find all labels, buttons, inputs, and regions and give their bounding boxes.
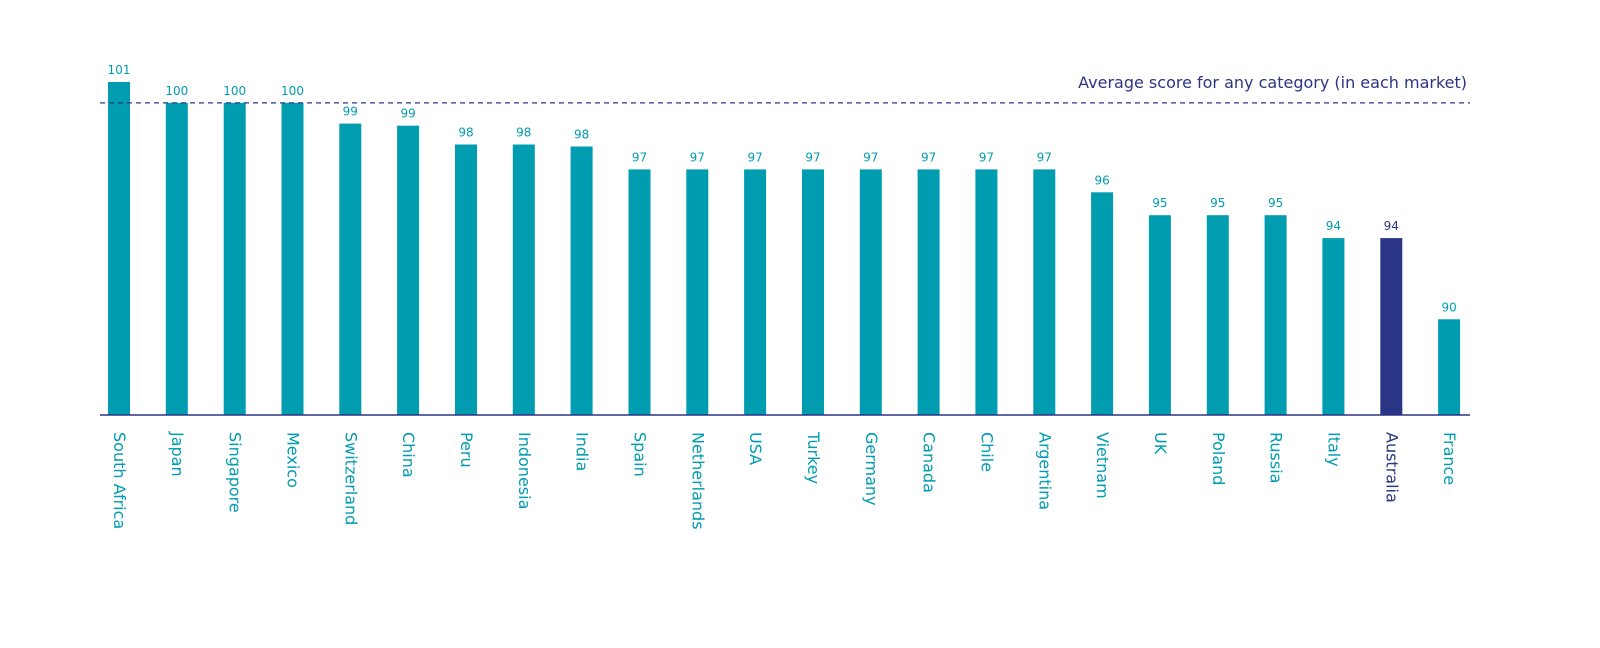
value-label-argentina: 97 <box>1037 150 1052 164</box>
value-label-russia: 95 <box>1268 196 1283 210</box>
bar-vietnam <box>1091 192 1114 415</box>
value-label-vietnam: 96 <box>1094 173 1109 187</box>
category-label-china: China <box>399 432 418 478</box>
bar-netherlands <box>686 169 709 415</box>
bar-china <box>397 125 420 415</box>
value-label-singapore: 100 <box>223 84 246 98</box>
bar-mexico <box>281 102 304 416</box>
category-label-italy: Italy <box>1324 432 1343 467</box>
category-label-singapore: Singapore <box>226 432 245 513</box>
value-label-usa: 97 <box>747 150 762 164</box>
bar-japan <box>165 102 188 416</box>
value-label-uk: 95 <box>1152 196 1167 210</box>
bar-russia <box>1264 215 1287 415</box>
category-label-poland: Poland <box>1209 432 1228 485</box>
bar-switzerland <box>339 123 362 415</box>
bar-argentina <box>1033 169 1056 415</box>
value-label-turkey: 97 <box>805 150 820 164</box>
bar-chile <box>975 169 998 415</box>
bar-germany <box>859 169 882 415</box>
bar-peru <box>455 144 477 415</box>
category-label-spain: Spain <box>631 432 650 477</box>
bar-singapore <box>223 102 246 416</box>
category-label-chile: Chile <box>977 432 996 472</box>
category-label-france: France <box>1440 432 1459 485</box>
value-label-switzerland: 99 <box>343 105 358 119</box>
category-label-indonesia: Indonesia <box>515 432 534 509</box>
value-label-japan: 100 <box>165 84 188 98</box>
value-label-france: 90 <box>1441 300 1456 314</box>
bar-canada <box>917 169 940 415</box>
value-label-canada: 97 <box>921 150 936 164</box>
category-label-russia: Russia <box>1267 432 1286 483</box>
value-label-china: 99 <box>400 107 415 121</box>
category-label-australia: Australia <box>1382 432 1401 503</box>
value-labels-group: 101 100 100 100 99 99 98 98 98 97 97 97 97 97 97 97 97 96… <box>108 63 1457 314</box>
value-label-netherlands: 97 <box>690 150 705 164</box>
category-label-netherlands: Netherlands <box>688 432 707 530</box>
category-label-canada: Canada <box>920 432 939 493</box>
value-label-mexico: 100 <box>281 84 304 98</box>
category-label-germany: Germany <box>862 432 881 506</box>
value-label-germany: 97 <box>863 150 878 164</box>
category-label-japan: Japan <box>168 431 187 477</box>
category-label-turkey: Turkey <box>804 431 823 484</box>
bar-turkey <box>802 169 824 415</box>
category-label-india: India <box>573 432 592 471</box>
category-label-mexico: Mexico <box>284 432 303 488</box>
value-label-peru: 98 <box>458 126 473 140</box>
value-label-india: 98 <box>574 128 589 142</box>
category-label-usa: USA <box>746 432 765 465</box>
bar-poland <box>1206 215 1229 415</box>
category-label-uk: UK <box>1151 432 1170 455</box>
value-label-spain: 97 <box>632 150 647 164</box>
value-label-south-africa: 101 <box>108 63 131 77</box>
bars-group <box>108 82 1461 416</box>
value-label-indonesia: 98 <box>516 126 531 140</box>
category-labels-group: South Africa Japan Singapore Mexico Switzerl… <box>110 431 1459 530</box>
bar-india <box>570 146 593 415</box>
bar-usa <box>744 169 767 415</box>
average-reference-label: Average score for any category (in each … <box>1078 73 1467 92</box>
category-label-south-africa: South Africa <box>110 432 129 529</box>
value-label-australia: 94 <box>1384 219 1399 233</box>
bar-spain <box>628 169 651 415</box>
value-label-italy: 94 <box>1326 219 1341 233</box>
bar-indonesia <box>512 144 535 415</box>
category-label-argentina: Argentina <box>1035 432 1054 510</box>
value-label-poland: 95 <box>1210 196 1225 210</box>
bar-uk <box>1148 215 1171 415</box>
bar-italy <box>1322 238 1345 415</box>
category-label-vietnam: Vietnam <box>1093 432 1112 499</box>
bar-france <box>1438 319 1461 415</box>
bar-australia <box>1380 238 1403 415</box>
bar-south-africa <box>108 82 130 415</box>
value-label-chile: 97 <box>979 150 994 164</box>
category-label-peru: Peru <box>457 432 476 468</box>
category-label-switzerland: Switzerland <box>341 432 360 525</box>
